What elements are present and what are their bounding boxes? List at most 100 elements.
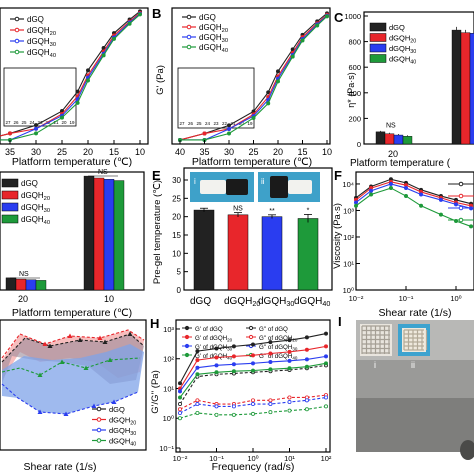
panel-g-frame [0, 319, 147, 451]
e-ytick-label-30: 30 [172, 176, 181, 185]
a-xtick-label-20: 20 [83, 147, 93, 157]
h-xtick-label-2: 10⁰ [247, 454, 258, 463]
g-legend-label-dgqh20: dGQH20 [109, 416, 136, 427]
h-line-g-of-dgqh40 [179, 405, 327, 419]
panel-d-tick-10: 10 [104, 294, 114, 304]
photo-label-ii: ii [411, 360, 415, 370]
a-line-dgqh20 [0, 12, 141, 137]
c-ytick-label-0: 0 [357, 140, 361, 149]
e-sig-dgqh40: * [307, 207, 310, 214]
h-point-g-of-dgq-3 [231, 344, 236, 349]
vial-white-2 [288, 180, 312, 194]
b-point-dgqh40-9 [324, 14, 329, 19]
a-legend-label-dgqh40: dGQH40 [27, 48, 56, 59]
g-marker-dgqh40-0 [37, 372, 43, 377]
b-inset-tick-26: 26 [188, 121, 194, 126]
d-legend-label-dgq: dGQ [21, 179, 38, 188]
h-legend-label-1: G'' of dGQ [259, 326, 288, 333]
g-marker-dgqh40-3 [107, 357, 113, 362]
h-point-g-of-dgqh20-7 [304, 347, 309, 352]
h-point-g-of-dgqh30-4 [250, 361, 255, 366]
h-legend-label-7: G'' of dGQH40 [259, 353, 298, 361]
a-point-dgqh40-8 [127, 21, 132, 26]
c-ytick-label-400: 400 [348, 89, 361, 98]
f-legend-marker-dgqh20 [458, 193, 464, 199]
b-line-dgqh40 [180, 15, 328, 141]
panel-h-ylabel: G'/G'' (Pa) [150, 370, 161, 413]
a-legend-label-dgqh30: dGQH30 [27, 37, 56, 48]
f-xtick-label-1: 10⁻¹ [399, 294, 414, 303]
c-ns-label: NS [386, 122, 396, 129]
g-curve-dgqh20 [1, 329, 145, 359]
a-inset-tick-25: 25 [21, 120, 27, 125]
d-ns-label-2: NS [98, 169, 108, 176]
e-sig-dgqh30: ** [269, 208, 275, 215]
h-point-g-of-dgq-0 [177, 402, 182, 407]
panel-f-legend [448, 181, 474, 223]
h-point-g-of-dgqh20-4 [250, 398, 255, 403]
h-point-g-of-dgqh20-5 [268, 351, 273, 356]
b-inset-tick-27: 27 [179, 121, 185, 126]
h-point-g-of-dgqh20-0 [177, 407, 182, 412]
h-point-g-of-dgqh40-2 [214, 370, 219, 375]
f-point-dgqh30-0 [353, 200, 358, 205]
h-ytick-label-2: 10¹ [163, 384, 174, 393]
panel-h-yticks: 10⁻¹ 10⁰ 10¹ 10² 10³ [159, 325, 180, 453]
f-legend-marker-dgqh30 [458, 205, 464, 211]
a-point-dgqh30-2 [34, 126, 39, 131]
b-point-dgqh30-2 [226, 126, 231, 131]
h-legend-marker-3 [248, 334, 254, 340]
h-legend-label-5: G'' of dGQH30 [259, 344, 298, 352]
panel-f-ylabel: Viscosity (Pa·s) [332, 203, 343, 269]
a-legend-marker-dgq [14, 16, 20, 22]
h-point-g-of-dgqh30-5 [268, 402, 273, 407]
c-legend-swatch-dgq [369, 22, 387, 32]
a-legend-label-dgq: dGQ [27, 15, 44, 24]
g-marker-dgq-3 [127, 331, 133, 336]
photo-label-i: i [194, 177, 196, 186]
g-marker-dgqh20-2 [97, 335, 103, 340]
e-ytick-label-20: 20 [172, 213, 181, 222]
d-legend-swatch-dgq [1, 178, 19, 188]
f-point-dgqh40-3 [403, 194, 408, 199]
panel-f-xticks: 10⁻² 10⁻¹ 10⁰ [349, 286, 462, 303]
h-point-g-of-dgq-1 [195, 349, 200, 354]
h-point-g-of-dgqh40-6 [287, 408, 292, 413]
panel-a-lines [0, 9, 142, 142]
b-legend-label-dgqh40: dGQH40 [199, 43, 228, 54]
b-legend-label-dgq: dGQ [199, 13, 216, 22]
a-line-dgqh30 [0, 13, 141, 141]
f-xtick-label-0: 10⁻² [349, 294, 364, 303]
h-point-g-of-dgqh30-6 [287, 400, 292, 405]
a-point-dgqh40-3 [60, 115, 65, 120]
b-inset-tick-22: 22 [222, 121, 228, 126]
h-point-g-of-dgqh20-5 [268, 398, 273, 403]
c-bar-dgqh20-20 [384, 133, 395, 145]
h-line-g-of-dgq [179, 364, 327, 405]
g-marker-dgqh20-0 [42, 341, 48, 346]
b-legend-label-dgqh20: dGQH20 [199, 23, 228, 34]
h-line-g-of-dgqh40 [179, 362, 327, 398]
panel-a-frame [0, 7, 149, 145]
a-line-dgq [0, 10, 141, 137]
d-bar-dgqh20-20 [15, 278, 27, 291]
h-point-g-of-dgqh20-4 [250, 353, 255, 358]
h-point-g-of-dgq-5 [268, 340, 273, 345]
photo-label-ii: ii [261, 177, 265, 186]
e-bar-dgqh40 [297, 218, 319, 291]
f-ytick-label-3: 10³ [343, 206, 354, 215]
h-point-g-of-dgqh40-2 [214, 412, 219, 417]
h-point-g-of-dgqh40-1 [195, 411, 200, 416]
h-legend-label-2: G' of dGQH20 [195, 335, 233, 343]
panel-h-label: H [150, 316, 159, 331]
b-xtick-label-35: 35 [199, 147, 209, 157]
f-point-dgqh30-6 [453, 202, 458, 207]
a-legend-marker-dgqh20 [14, 27, 20, 33]
h-point-g-of-dgqh30-3 [231, 404, 236, 409]
